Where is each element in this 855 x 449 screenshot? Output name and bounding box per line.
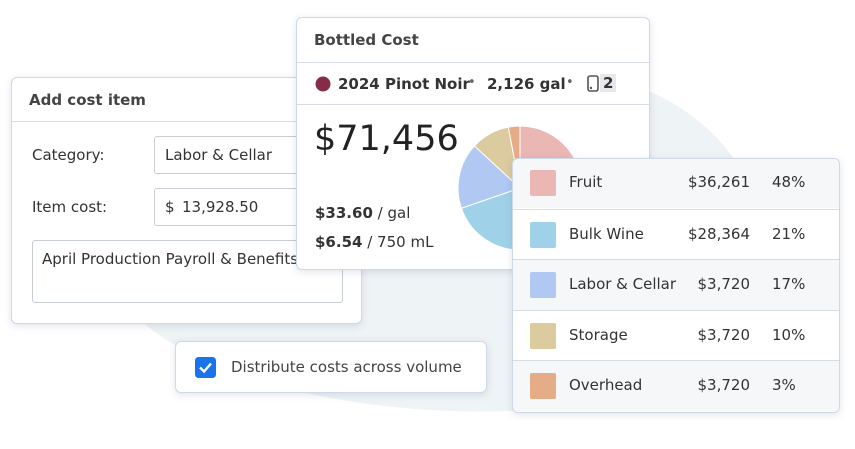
breakdown-card: Fruit $36,261 48% Bulk Wine $28,364 21% Labor … bbox=[512, 158, 840, 413]
swatch bbox=[530, 221, 556, 248]
checkmark bbox=[199, 362, 212, 374]
category-name: Bulk Wine bbox=[569, 224, 644, 243]
textarea-value: April Production Payroll & Benefits bbox=[42, 250, 299, 268]
field-label: Item cost: bbox=[32, 198, 108, 216]
select-value: Labor & Cellar bbox=[165, 146, 273, 164]
per-bottle: $6.54 bbox=[315, 233, 363, 251]
amount: $3,720 bbox=[697, 376, 751, 394]
pie-slice bbox=[457, 145, 521, 209]
description-textarea[interactable]: April Production Payroll & Benefits bbox=[32, 240, 343, 303]
legend-row: Labor & Cellar $3,720 17% bbox=[513, 259, 839, 310]
category-name: Fruit bbox=[569, 173, 603, 191]
separator: • bbox=[566, 75, 574, 90]
legend-row: Fruit $36,261 48% bbox=[513, 159, 839, 208]
amount: $36,261 bbox=[687, 173, 750, 191]
checkbox-label: Distribute costs across volume bbox=[231, 358, 462, 376]
amount: $3,720 bbox=[697, 325, 751, 344]
swatch bbox=[530, 170, 556, 196]
per-gal: $33.60 bbox=[315, 204, 373, 222]
legend-row: Overhead $3,720 3% bbox=[513, 360, 839, 411]
percent: 10% bbox=[772, 325, 806, 344]
divider bbox=[297, 62, 649, 63]
distribute-card: Distribute costs across volume bbox=[175, 341, 487, 393]
input-value: 13,928.50 bbox=[182, 198, 259, 216]
divider bbox=[297, 104, 649, 105]
category-name: Storage bbox=[569, 325, 628, 344]
swatch bbox=[530, 272, 556, 298]
field-label: Category: bbox=[32, 146, 105, 164]
category-name: Labor & Cellar bbox=[569, 275, 677, 293]
swatch bbox=[530, 322, 556, 349]
percent: 17% bbox=[772, 275, 806, 293]
currency: $ bbox=[165, 198, 175, 216]
bottle-icon bbox=[587, 75, 599, 92]
category-name: Overhead bbox=[569, 376, 643, 394]
volume: 2,126 gal bbox=[487, 75, 566, 93]
unit: / 750 mL bbox=[367, 233, 434, 251]
wine-dot bbox=[315, 76, 331, 92]
divider bbox=[12, 121, 361, 122]
card-title: Add cost item bbox=[29, 91, 146, 109]
amount: $3,720 bbox=[697, 275, 751, 293]
legend-row: Storage $3,720 10% bbox=[513, 309, 839, 361]
checkbox[interactable] bbox=[195, 357, 216, 378]
card-title: Bottled Cost bbox=[314, 31, 419, 49]
total-cost: $71,456 bbox=[314, 119, 459, 159]
swatch bbox=[530, 373, 556, 399]
legend-row: Bulk Wine $28,364 21% bbox=[513, 208, 839, 260]
checkbox-box bbox=[195, 357, 216, 378]
unit: / gal bbox=[377, 204, 411, 222]
separator: • bbox=[468, 75, 476, 90]
percent: 48% bbox=[772, 173, 806, 191]
percent: 21% bbox=[772, 224, 806, 243]
percent: 3% bbox=[772, 376, 796, 394]
bottle-count: 2 bbox=[600, 74, 617, 92]
amount: $28,364 bbox=[687, 224, 750, 243]
wine-name: 2024 Pinot Noir bbox=[338, 75, 470, 93]
